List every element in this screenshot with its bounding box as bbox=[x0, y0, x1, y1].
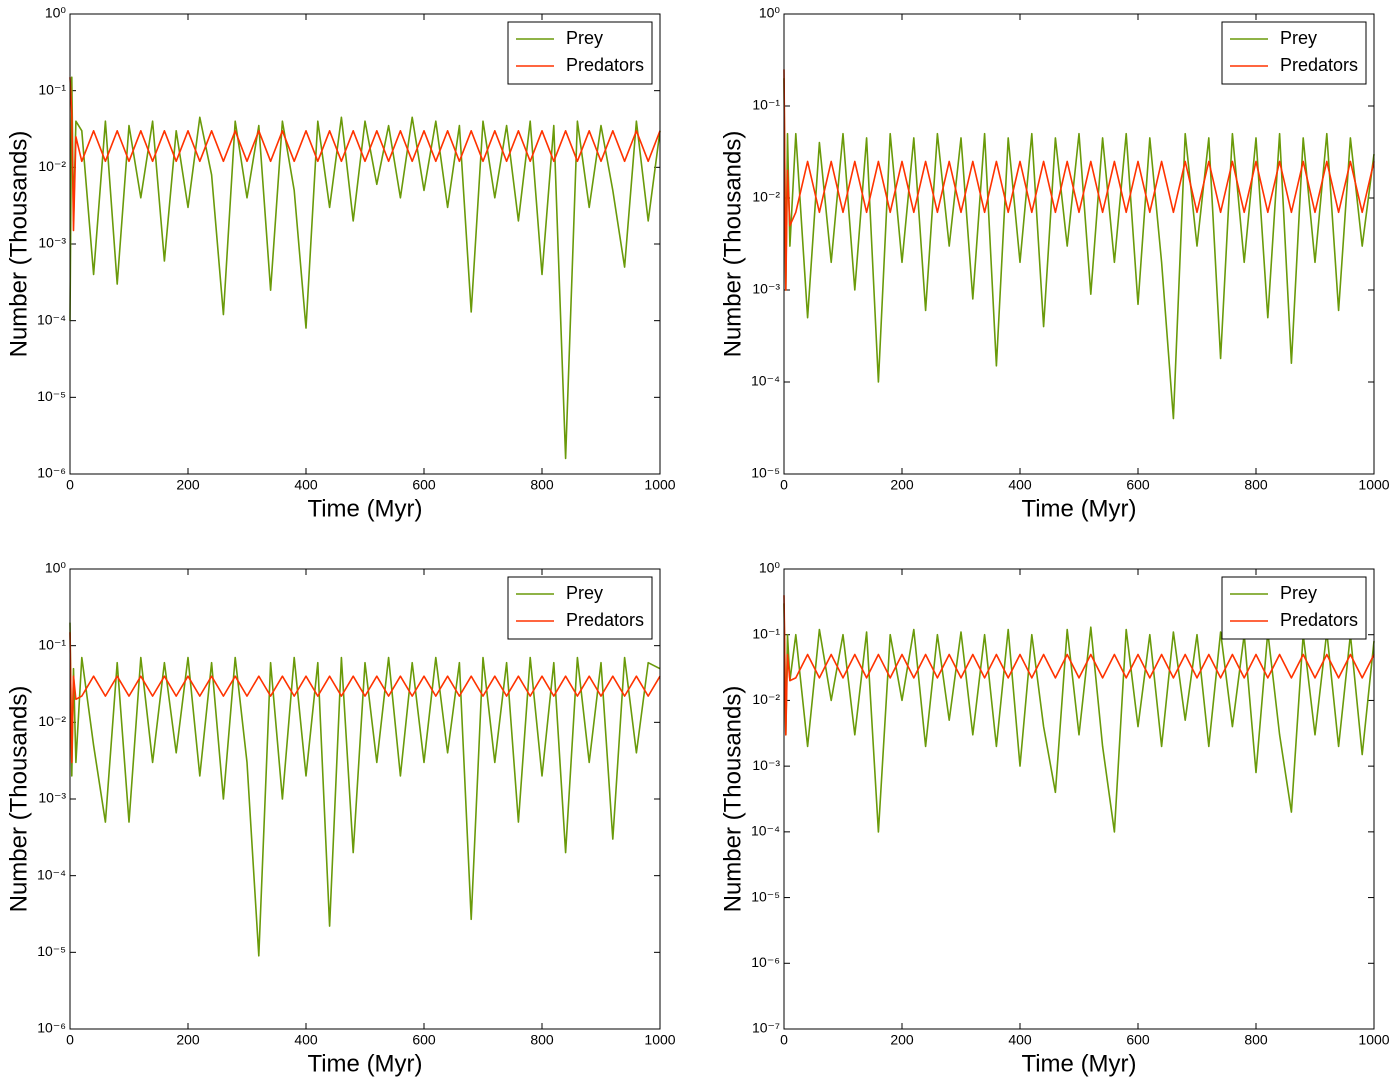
plot-frame bbox=[69, 568, 661, 1030]
y-tick-label: 10⁻³ bbox=[38, 790, 66, 806]
x-tick-label: 400 bbox=[1008, 1032, 1032, 1048]
legend-label: Predators bbox=[1280, 610, 1358, 630]
y-axis-label: Number (Thousands) bbox=[5, 686, 32, 913]
subplot: 10⁻⁵ 10⁻⁴ 10⁻³ 10⁻² 10⁻¹ 10⁰ 0 200 400 600 800 1000… bbox=[719, 5, 1389, 523]
subplot: 10⁻⁷ 10⁻⁶ 10⁻⁵ 10⁻⁴ 10⁻³ 10⁻² 10⁻¹ 10⁰ 0 200 400 60… bbox=[719, 560, 1389, 1078]
y-tick-label: 10⁻⁵ bbox=[37, 943, 66, 959]
legend-label: Prey bbox=[1280, 583, 1317, 603]
y-tick-label: 10⁻⁷ bbox=[752, 1020, 780, 1036]
x-tick-label: 200 bbox=[890, 1032, 914, 1048]
x-tick-label: 200 bbox=[176, 477, 200, 493]
x-tick-label: 800 bbox=[530, 477, 554, 493]
y-tick-label: 10⁻¹ bbox=[752, 97, 780, 113]
legend-label: Predators bbox=[566, 610, 644, 630]
y-tick-label: 10⁻¹ bbox=[38, 81, 66, 97]
y-tick-label: 10⁻² bbox=[752, 691, 780, 707]
legend-label: Prey bbox=[1280, 28, 1317, 48]
y-tick-label: 10⁻³ bbox=[752, 281, 780, 297]
y-tick-label: 10⁻³ bbox=[38, 235, 66, 251]
series-line bbox=[69, 76, 661, 460]
y-tick-label: 10⁻³ bbox=[752, 757, 780, 773]
x-tick-label: 200 bbox=[890, 477, 914, 493]
x-tick-label: 1000 bbox=[1358, 1032, 1389, 1048]
y-tick-label: 10⁻⁵ bbox=[37, 388, 66, 404]
series-line bbox=[783, 78, 1375, 420]
x-axis-label: Time (Myr) bbox=[1021, 1050, 1136, 1077]
x-tick-label: 0 bbox=[66, 477, 74, 493]
y-axis-label: Number (Thousands) bbox=[719, 686, 746, 913]
series-line bbox=[783, 603, 1375, 833]
plot-frame bbox=[783, 13, 1375, 475]
legend-label: Prey bbox=[566, 28, 603, 48]
legend: Prey Predators bbox=[507, 576, 653, 640]
legend: Prey Predators bbox=[507, 21, 653, 85]
y-axis-label: Number (Thousands) bbox=[5, 131, 32, 358]
legend: Prey Predators bbox=[1221, 576, 1367, 640]
plot-area bbox=[70, 14, 660, 474]
x-axis-label: Time (Myr) bbox=[1021, 495, 1136, 522]
legend-box bbox=[1221, 21, 1367, 85]
legend: Prey Predators bbox=[1221, 21, 1367, 85]
x-tick-label: 600 bbox=[412, 1032, 436, 1048]
plot-area bbox=[784, 569, 1374, 1029]
x-tick-label: 0 bbox=[780, 1032, 788, 1048]
y-tick-label: 10⁻⁵ bbox=[751, 465, 780, 481]
x-tick-label: 1000 bbox=[644, 1032, 675, 1048]
plot-area bbox=[784, 14, 1374, 474]
x-tick-label: 600 bbox=[412, 477, 436, 493]
x-tick-label: 1000 bbox=[644, 477, 675, 493]
x-tick-label: 0 bbox=[66, 1032, 74, 1048]
x-tick-label: 400 bbox=[294, 1032, 318, 1048]
plot-frame bbox=[69, 13, 661, 475]
y-tick-label: 10⁻⁶ bbox=[751, 954, 780, 970]
x-tick-label: 400 bbox=[294, 477, 318, 493]
y-axis-label: Number (Thousands) bbox=[719, 131, 746, 358]
y-tick-label: 10⁰ bbox=[45, 5, 67, 21]
y-tick-label: 10⁻⁴ bbox=[37, 866, 66, 882]
x-axis-label: Time (Myr) bbox=[307, 1050, 422, 1077]
plot-frame bbox=[783, 568, 1375, 1030]
x-axis-label: Time (Myr) bbox=[307, 495, 422, 522]
legend-label: Predators bbox=[566, 55, 644, 75]
subplot: 10⁻⁶ 10⁻⁵ 10⁻⁴ 10⁻³ 10⁻² 10⁻¹ 10⁰ 0 200 400 600 800… bbox=[5, 5, 675, 523]
subplot: 10⁻⁶ 10⁻⁵ 10⁻⁴ 10⁻³ 10⁻² 10⁻¹ 10⁰ 0 200 400 600 800… bbox=[5, 560, 675, 1078]
x-tick-label: 400 bbox=[1008, 477, 1032, 493]
x-tick-label: 200 bbox=[176, 1032, 200, 1048]
series-line bbox=[783, 595, 1375, 736]
y-tick-label: 10⁻¹ bbox=[38, 636, 66, 652]
x-tick-label: 0 bbox=[780, 477, 788, 493]
y-tick-label: 10⁻⁶ bbox=[37, 465, 66, 481]
series-line bbox=[69, 77, 661, 232]
legend-box bbox=[1221, 576, 1367, 640]
legend-label: Predators bbox=[1280, 55, 1358, 75]
series-line bbox=[69, 632, 661, 764]
legend-box bbox=[507, 21, 653, 85]
y-tick-label: 10⁻⁴ bbox=[751, 373, 780, 389]
y-tick-label: 10⁻⁴ bbox=[751, 823, 780, 839]
y-tick-label: 10⁻¹ bbox=[752, 625, 780, 641]
y-tick-label: 10⁻⁴ bbox=[37, 311, 66, 327]
y-tick-label: 10⁻² bbox=[38, 713, 66, 729]
x-tick-label: 800 bbox=[1244, 477, 1268, 493]
x-tick-label: 600 bbox=[1126, 477, 1150, 493]
x-tick-label: 1000 bbox=[1358, 477, 1389, 493]
x-tick-label: 800 bbox=[1244, 1032, 1268, 1048]
x-tick-label: 600 bbox=[1126, 1032, 1150, 1048]
y-tick-label: 10⁰ bbox=[45, 560, 67, 576]
y-tick-label: 10⁻² bbox=[38, 158, 66, 174]
y-tick-label: 10⁻⁶ bbox=[37, 1020, 66, 1036]
y-tick-label: 10⁻⁵ bbox=[751, 888, 780, 904]
legend-label: Prey bbox=[566, 583, 603, 603]
y-tick-label: 10⁰ bbox=[759, 560, 781, 576]
y-tick-label: 10⁻² bbox=[752, 189, 780, 205]
x-tick-label: 800 bbox=[530, 1032, 554, 1048]
legend-box bbox=[507, 576, 653, 640]
y-tick-label: 10⁰ bbox=[759, 5, 781, 21]
series-line bbox=[783, 69, 1375, 291]
